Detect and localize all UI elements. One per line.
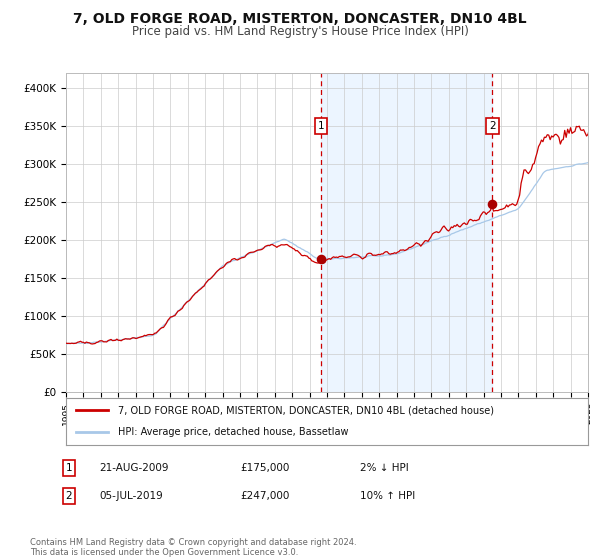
Text: Contains HM Land Registry data © Crown copyright and database right 2024.
This d: Contains HM Land Registry data © Crown c…: [30, 538, 356, 557]
Text: 2: 2: [65, 491, 73, 501]
Text: 21-AUG-2009: 21-AUG-2009: [99, 463, 169, 473]
Text: 05-JUL-2019: 05-JUL-2019: [99, 491, 163, 501]
Text: £175,000: £175,000: [240, 463, 289, 473]
Text: 1: 1: [65, 463, 73, 473]
Text: Price paid vs. HM Land Registry's House Price Index (HPI): Price paid vs. HM Land Registry's House …: [131, 25, 469, 38]
Point: [316, 254, 326, 264]
Text: £247,000: £247,000: [240, 491, 289, 501]
Text: 7, OLD FORGE ROAD, MISTERTON, DONCASTER, DN10 4BL (detached house): 7, OLD FORGE ROAD, MISTERTON, DONCASTER,…: [118, 405, 494, 416]
Text: HPI: Average price, detached house, Bassetlaw: HPI: Average price, detached house, Bass…: [118, 427, 349, 437]
Bar: [321, 73, 493, 392]
Text: 2: 2: [489, 121, 496, 131]
Point: [488, 200, 497, 209]
Text: 2% ↓ HPI: 2% ↓ HPI: [360, 463, 409, 473]
Text: 1: 1: [317, 121, 324, 131]
Text: 10% ↑ HPI: 10% ↑ HPI: [360, 491, 415, 501]
Text: 7, OLD FORGE ROAD, MISTERTON, DONCASTER, DN10 4BL: 7, OLD FORGE ROAD, MISTERTON, DONCASTER,…: [73, 12, 527, 26]
